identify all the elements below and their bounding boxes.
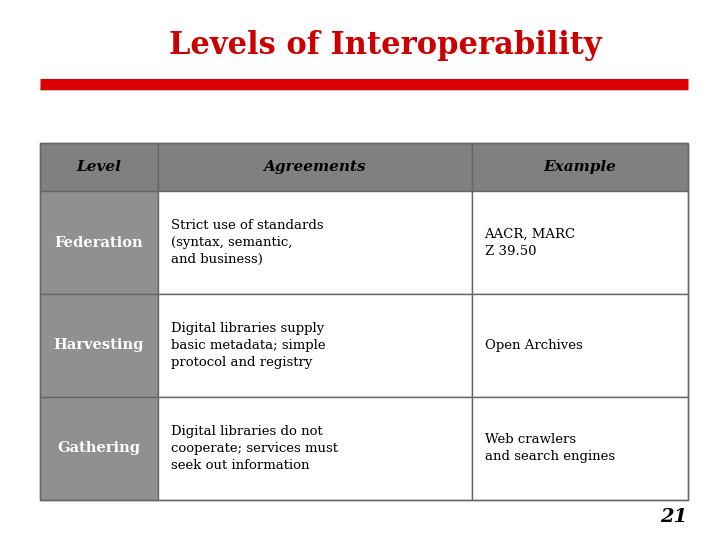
Text: Levels of Interoperability: Levels of Interoperability bbox=[169, 30, 602, 62]
Bar bbox=[158, 143, 472, 191]
Text: 21: 21 bbox=[660, 509, 688, 526]
Text: Federation: Federation bbox=[55, 235, 143, 249]
Text: AACR, MARC
Z 39.50: AACR, MARC Z 39.50 bbox=[485, 228, 576, 258]
Bar bbox=[472, 143, 688, 191]
Text: Strict use of standards
(syntax, semantic,
and business): Strict use of standards (syntax, semanti… bbox=[171, 219, 324, 266]
Text: Digital libraries do not
cooperate; services must
seek out information: Digital libraries do not cooperate; serv… bbox=[171, 424, 338, 471]
Bar bbox=[40, 143, 688, 500]
Text: Agreements: Agreements bbox=[264, 160, 366, 174]
Text: Level: Level bbox=[76, 160, 122, 174]
Text: Gathering: Gathering bbox=[58, 441, 140, 455]
Text: Digital libraries supply
basic metadata; simple
protocol and registry: Digital libraries supply basic metadata;… bbox=[171, 322, 326, 369]
Bar bbox=[158, 294, 472, 397]
Bar bbox=[158, 397, 472, 500]
Bar bbox=[40, 191, 158, 294]
Text: Harvesting: Harvesting bbox=[54, 339, 144, 353]
Bar bbox=[40, 397, 158, 500]
Text: Web crawlers
and search engines: Web crawlers and search engines bbox=[485, 433, 615, 463]
Bar bbox=[40, 294, 158, 397]
Bar bbox=[472, 294, 688, 397]
Bar bbox=[472, 397, 688, 500]
Bar bbox=[40, 143, 158, 191]
Bar bbox=[472, 191, 688, 294]
Bar bbox=[158, 191, 472, 294]
Text: Open Archives: Open Archives bbox=[485, 339, 582, 352]
Text: Example: Example bbox=[543, 160, 616, 174]
